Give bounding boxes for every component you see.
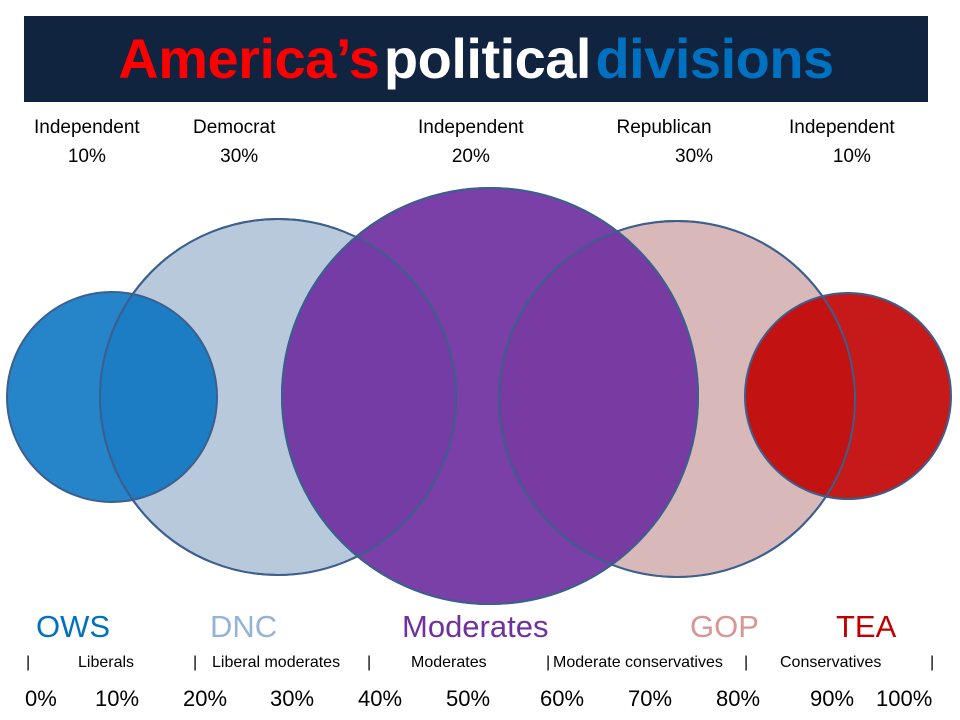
separator: | <box>193 654 198 671</box>
affiliation-democrat: Democrat 30% <box>193 113 275 171</box>
scale-0: 0% <box>25 686 57 711</box>
scale-30: 30% <box>270 686 315 711</box>
group-label-moderates: Moderates <box>402 609 549 644</box>
affiliation-label: Independent <box>789 117 895 138</box>
affiliation-share: 10% <box>832 146 871 167</box>
affiliation-independent-center: Independent 20% <box>418 113 524 171</box>
segment-liberal-moderates: Liberal moderates <box>212 654 341 671</box>
affiliation-share: 30% <box>220 146 259 167</box>
gop-outline <box>498 220 856 578</box>
affiliation-share: 10% <box>67 146 106 167</box>
moderates-circle <box>281 187 699 605</box>
segment-moderates: Moderates <box>411 654 487 671</box>
segment-moderate-conservatives: Moderate conservatives <box>553 654 723 671</box>
ows-circle <box>6 291 218 503</box>
scale-20: 20% <box>183 686 228 711</box>
affiliation-label: Independent <box>34 117 140 138</box>
dnc-outline <box>99 218 457 576</box>
title-political: political <box>383 27 592 90</box>
group-label-gop: GOP <box>690 609 759 644</box>
group-label-dnc: DNC <box>210 609 278 644</box>
segment-conservatives: Conservatives <box>780 654 882 671</box>
scale-80: 80% <box>716 686 761 711</box>
affiliation-share: 30% <box>675 146 714 167</box>
scale-100: 100% <box>876 686 933 711</box>
separator: | <box>930 654 935 671</box>
affiliation-label: Republican <box>616 117 712 138</box>
scale-90: 90% <box>810 686 855 711</box>
scale-40: 40% <box>358 686 403 711</box>
affiliation-independent-right: Independent 10% <box>789 113 895 171</box>
group-label-ows: OWS <box>36 609 111 644</box>
title-america: America’s <box>118 27 380 90</box>
scale-70: 70% <box>628 686 673 711</box>
affiliation-republican: Republican 30% <box>615 113 713 171</box>
affiliation-label: Independent <box>418 117 524 138</box>
tea-circle <box>744 292 952 500</box>
segment-liberals: Liberals <box>78 654 135 671</box>
separator: | <box>26 654 31 671</box>
affiliation-label: Democrat <box>193 117 276 138</box>
moderates-outline <box>281 187 699 605</box>
separator: | <box>744 654 749 671</box>
scale-60: 60% <box>540 686 585 711</box>
scale-50: 50% <box>446 686 491 711</box>
group-label-tea: TEA <box>836 609 897 644</box>
separator: | <box>546 654 551 671</box>
title-banner: America’s political divisions <box>24 16 928 102</box>
title-divisions: divisions <box>595 27 834 90</box>
separator: | <box>367 654 372 671</box>
affiliation-share: 20% <box>451 146 490 167</box>
affiliation-independent-left: Independent 10% <box>34 113 140 171</box>
scale-10: 10% <box>95 686 140 711</box>
